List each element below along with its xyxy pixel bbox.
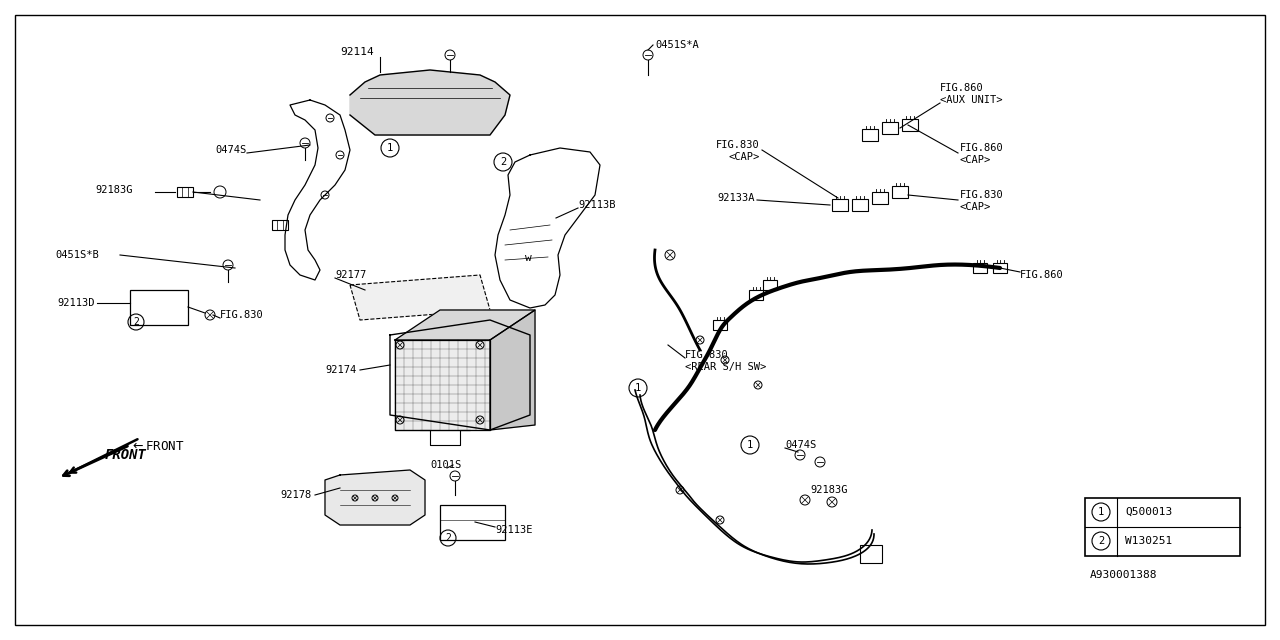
Text: W130251: W130251 bbox=[1125, 536, 1172, 546]
Bar bbox=[993, 263, 1007, 273]
Text: 0474S: 0474S bbox=[785, 440, 817, 450]
Bar bbox=[892, 186, 908, 198]
Text: 1: 1 bbox=[635, 383, 641, 393]
Bar bbox=[273, 220, 288, 230]
Polygon shape bbox=[396, 310, 535, 340]
Text: 1: 1 bbox=[746, 440, 753, 450]
Text: 1: 1 bbox=[1098, 507, 1105, 517]
Bar bbox=[131, 290, 188, 325]
Text: 0451S*A: 0451S*A bbox=[655, 40, 699, 50]
Text: 0451S*B: 0451S*B bbox=[55, 250, 99, 260]
Text: A930001388: A930001388 bbox=[1091, 570, 1157, 580]
Text: <CAP>: <CAP> bbox=[960, 155, 991, 165]
Bar bbox=[1085, 498, 1240, 556]
Text: 92178: 92178 bbox=[280, 490, 311, 500]
Text: 0474S: 0474S bbox=[215, 145, 246, 155]
Text: FIG.830: FIG.830 bbox=[220, 310, 264, 320]
Bar bbox=[832, 199, 849, 211]
Text: 2: 2 bbox=[445, 533, 451, 543]
Bar bbox=[860, 545, 882, 563]
Bar bbox=[749, 290, 763, 300]
Text: <CAP>: <CAP> bbox=[728, 152, 760, 162]
Bar bbox=[882, 122, 899, 134]
Text: $\leftarrow$FRONT: $\leftarrow$FRONT bbox=[131, 440, 184, 454]
Text: 92114: 92114 bbox=[340, 47, 374, 57]
Text: <REAR S/H SW>: <REAR S/H SW> bbox=[685, 362, 767, 372]
Text: FIG.860: FIG.860 bbox=[960, 143, 1004, 153]
Text: 92133A: 92133A bbox=[718, 193, 755, 203]
Text: FIG.830: FIG.830 bbox=[960, 190, 1004, 200]
Bar bbox=[713, 320, 727, 330]
Text: FIG.860: FIG.860 bbox=[1020, 270, 1064, 280]
Text: 92177: 92177 bbox=[335, 270, 366, 280]
Text: FIG.830: FIG.830 bbox=[685, 350, 728, 360]
Bar bbox=[177, 187, 193, 197]
Text: 92113E: 92113E bbox=[495, 525, 532, 535]
Bar bbox=[902, 119, 918, 131]
Text: 2: 2 bbox=[133, 317, 140, 327]
Polygon shape bbox=[325, 470, 425, 525]
Bar bbox=[763, 280, 777, 290]
Text: 1: 1 bbox=[387, 143, 393, 153]
Text: 2: 2 bbox=[500, 157, 506, 167]
Polygon shape bbox=[490, 310, 535, 430]
Bar bbox=[872, 192, 888, 204]
Text: FIG.830: FIG.830 bbox=[717, 140, 760, 150]
Bar bbox=[440, 505, 506, 540]
Text: <AUX UNIT>: <AUX UNIT> bbox=[940, 95, 1002, 105]
Text: 0101S: 0101S bbox=[430, 460, 461, 470]
Bar bbox=[973, 263, 987, 273]
Text: 2: 2 bbox=[1098, 536, 1105, 546]
Text: 92183G: 92183G bbox=[95, 185, 133, 195]
Polygon shape bbox=[396, 340, 490, 430]
Text: 92174: 92174 bbox=[325, 365, 356, 375]
Bar bbox=[861, 129, 878, 141]
Bar bbox=[852, 199, 868, 211]
Text: 92183G: 92183G bbox=[810, 485, 847, 495]
Polygon shape bbox=[349, 275, 490, 320]
Text: <CAP>: <CAP> bbox=[960, 202, 991, 212]
Text: w: w bbox=[525, 253, 531, 263]
Text: 92113B: 92113B bbox=[579, 200, 616, 210]
Text: 92113D: 92113D bbox=[58, 298, 95, 308]
Text: Q500013: Q500013 bbox=[1125, 507, 1172, 517]
Polygon shape bbox=[349, 70, 509, 135]
Text: FRONT: FRONT bbox=[105, 448, 147, 462]
Text: FIG.860: FIG.860 bbox=[940, 83, 984, 93]
